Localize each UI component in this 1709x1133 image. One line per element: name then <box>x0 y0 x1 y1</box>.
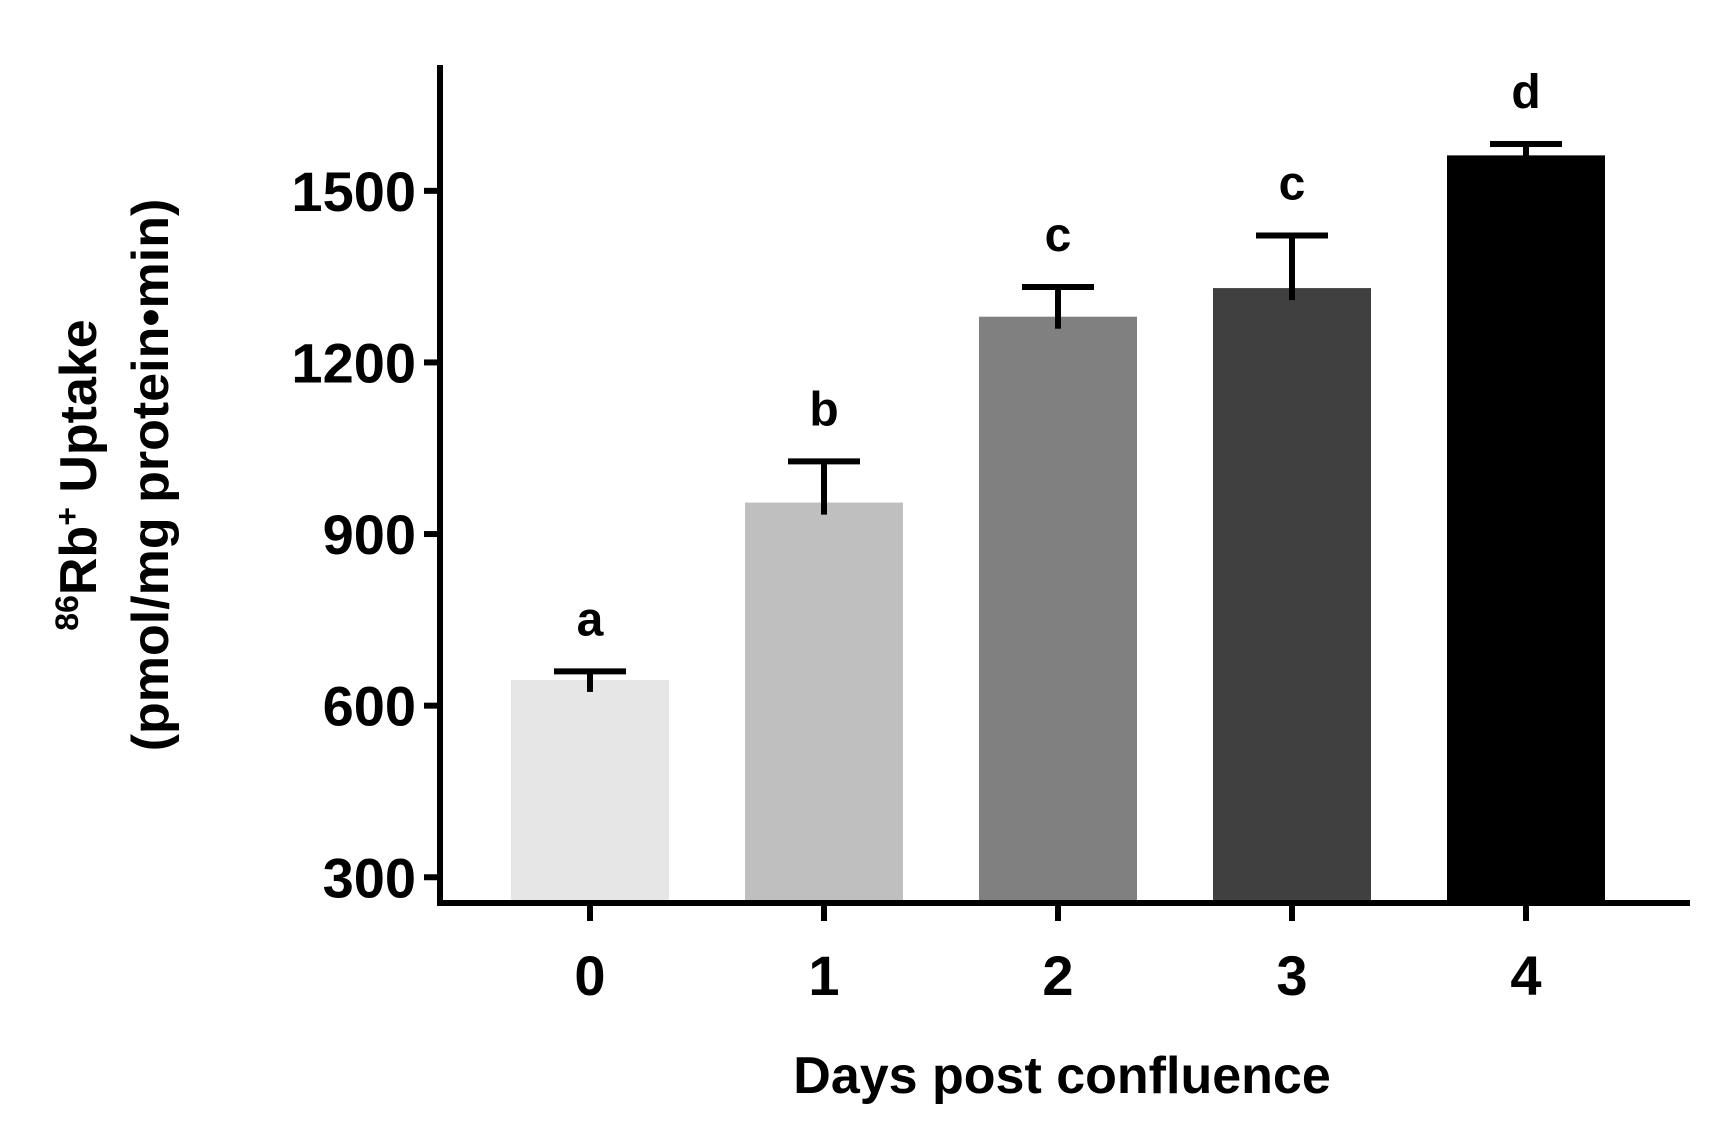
x-tick-label: 1 <box>808 944 839 1007</box>
y-axis-units: (pmol/mg protein•min) <box>122 199 180 752</box>
plot-area: 300 600 900 1200 1500 a 0 b 1 c 2 c 3 d 4 <box>291 66 1605 1007</box>
x-tick-label: 2 <box>1042 944 1073 1007</box>
y-axis-title-charge: + <box>49 507 85 526</box>
y-axis-title: 86Rb+ Uptake <box>49 319 108 630</box>
bar-day-2 <box>979 316 1137 900</box>
bar-day-4 <box>1447 155 1605 900</box>
y-tick-label: 600 <box>323 675 416 738</box>
significance-label: d <box>1511 66 1540 119</box>
bar-day-0 <box>511 679 669 900</box>
y-tick-label: 900 <box>323 503 416 566</box>
y-tick-label: 300 <box>323 846 416 909</box>
bar-day-3 <box>1213 288 1371 900</box>
y-tick-label: 1500 <box>291 160 416 223</box>
significance-label: c <box>1045 209 1072 262</box>
bar-day-1 <box>745 502 903 900</box>
y-axis-title-text: Uptake <box>50 319 108 507</box>
significance-label: b <box>809 383 838 436</box>
significance-label: c <box>1279 157 1306 210</box>
x-tick-label: 4 <box>1510 944 1541 1007</box>
y-tick-label: 1200 <box>291 331 416 394</box>
y-axis-title-element: Rb <box>50 526 108 595</box>
x-axis-title: Days post confluence <box>793 1047 1330 1105</box>
x-tick-label: 0 <box>574 944 605 1007</box>
x-tick-label: 3 <box>1276 944 1307 1007</box>
y-axis-title-isotope: 86 <box>49 595 85 631</box>
significance-label: a <box>577 593 604 646</box>
